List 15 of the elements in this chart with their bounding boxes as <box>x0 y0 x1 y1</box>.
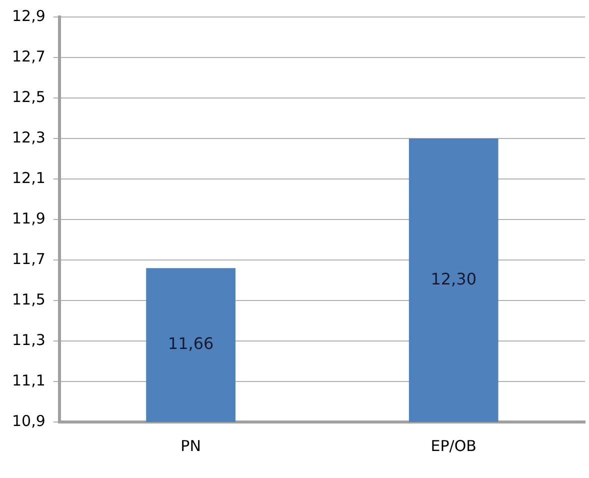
y-tick-label: 12,1 <box>12 168 46 187</box>
y-tick-label: 11,1 <box>12 371 46 390</box>
y-tick-label: 12,7 <box>12 47 46 66</box>
y-tick-label: 10,9 <box>12 412 46 430</box>
y-tick-label: 12,9 <box>12 6 46 25</box>
y-tick-label: 11,5 <box>12 290 46 308</box>
x-tick-label: PN <box>180 436 201 455</box>
y-tick-label: 11,3 <box>12 330 46 349</box>
x-tick-label: EP/OB <box>430 436 476 455</box>
y-tick-label: 11,9 <box>12 209 46 228</box>
y-tick-label: 11,7 <box>12 250 46 268</box>
data-label: 11,66 <box>168 334 214 354</box>
data-label: 12,30 <box>430 269 477 288</box>
y-tick-label: 12,5 <box>12 88 46 106</box>
y-tick-label: 12,3 <box>12 128 46 146</box>
